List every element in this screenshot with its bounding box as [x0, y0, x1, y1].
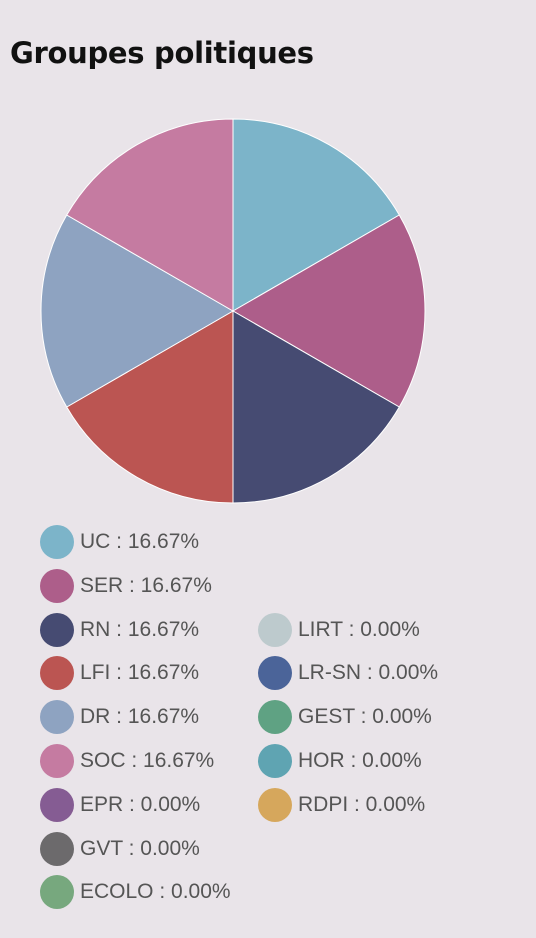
- legend-item-lr-sn[interactable]: LR-SN : 0.00%: [258, 653, 438, 693]
- legend-label: LFI : 16.67%: [80, 661, 200, 685]
- legend-label: SOC : 16.67%: [80, 749, 215, 772]
- pie-slice-dr[interactable]: [40, 214, 235, 408]
- legend-item-soc[interactable]: SOC : 16.67%: [40, 741, 214, 781]
- legend-label: GEST : 0.00%: [298, 705, 432, 729]
- chart-title: Groupes politiques: [10, 36, 314, 70]
- legend-item-ser[interactable]: SER : 16.67%: [40, 566, 212, 606]
- legend-label: HOR : 0.00%: [298, 749, 422, 772]
- legend-item-gest[interactable]: GEST : 0.00%: [258, 697, 432, 737]
- legend-label: LIRT : 0.00%: [298, 617, 420, 641]
- legend-item-dr[interactable]: DR : 16.67%: [40, 697, 199, 737]
- legend-swatch: [40, 787, 74, 822]
- legend-label: RDPI : 0.00%: [298, 792, 426, 816]
- legend-item-epr[interactable]: EPR : 0.00%: [40, 785, 200, 825]
- legend-label: SER : 16.67%: [80, 573, 212, 597]
- legend-label: UC : 16.67%: [80, 530, 200, 553]
- legend-item-hor[interactable]: HOR : 0.00%: [258, 741, 422, 781]
- legend-swatch: [258, 744, 292, 778]
- legend-item-gvt[interactable]: GVT : 0.00%: [40, 829, 200, 869]
- pie-slice-soc[interactable]: [66, 118, 234, 312]
- legend-swatch: [258, 612, 292, 647]
- legend-swatch: [40, 831, 74, 866]
- legend-item-lirt[interactable]: LIRT : 0.00%: [258, 610, 420, 650]
- pie-slice-uc[interactable]: [232, 118, 400, 312]
- legend-item-lfi[interactable]: LFI : 16.67%: [40, 653, 199, 693]
- legend: UC : 16.67% SER : 16.67% RN : 16.67% LFI : …: [40, 522, 520, 914]
- pie-slice-rn[interactable]: [232, 310, 400, 504]
- legend-swatch: [40, 700, 74, 735]
- legend-item-ecolo[interactable]: ECOLO : 0.00%: [40, 872, 231, 912]
- pie-chart: [40, 118, 426, 504]
- legend-swatch: [40, 744, 74, 778]
- pie-slice-lfi[interactable]: [66, 310, 234, 504]
- legend-item-rdpi[interactable]: RDPI : 0.00%: [258, 785, 425, 825]
- legend-label: DR : 16.67%: [80, 705, 200, 729]
- legend-label: LR-SN : 0.00%: [298, 661, 439, 685]
- legend-label: EPR : 0.00%: [80, 792, 201, 816]
- legend-swatch: [40, 612, 74, 647]
- legend-swatch: [258, 700, 292, 735]
- legend-swatch: [40, 875, 74, 910]
- legend-item-rn[interactable]: RN : 16.67%: [40, 610, 199, 650]
- legend-label: GVT : 0.00%: [80, 836, 200, 860]
- legend-label: ECOLO : 0.00%: [80, 880, 231, 904]
- legend-swatch: [40, 656, 74, 691]
- legend-swatch: [40, 525, 74, 559]
- legend-item-uc[interactable]: UC : 16.67%: [40, 522, 199, 562]
- legend-swatch: [258, 787, 292, 822]
- legend-label: RN : 16.67%: [80, 617, 200, 641]
- legend-swatch: [40, 568, 74, 603]
- legend-swatch: [258, 656, 292, 691]
- pie-slice-ser[interactable]: [231, 214, 426, 408]
